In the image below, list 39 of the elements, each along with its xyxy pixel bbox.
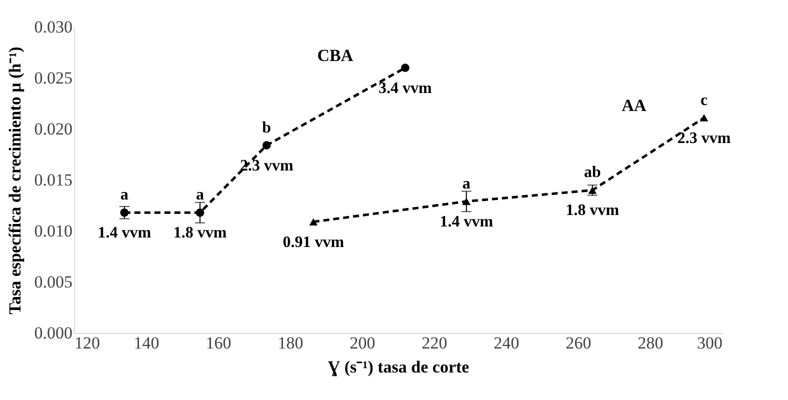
annotation: 3.4 vvm [378,80,433,97]
y-axis-title: Tasa específica de crecimiento μ (h⁻¹) [5,46,24,314]
y-tick-label: 0.030 [34,18,72,36]
y-tick-label: 0.020 [34,120,72,138]
point [309,218,318,226]
x-tick-label: 300 [697,334,722,352]
annotation: 2.3 vvm [240,157,294,174]
annotation: 2.3 vvm [677,130,732,147]
annotation: 1.4 vvm [440,213,494,230]
x-tick-label: 180 [278,334,304,352]
x-tick-label: 240 [494,334,520,352]
point [401,64,410,72]
series-label: CBA [317,46,354,65]
y-tick-label: 0.010 [34,222,72,240]
y-tick-label: 0.000 [34,324,72,342]
annotation: 1.8 vvm [173,224,228,242]
annotation: b [262,119,272,136]
annotation: 1.8 vvm [566,202,620,220]
y-tick-label: 0.015 [34,170,72,190]
x-tick-label: 160 [206,334,232,352]
point [700,114,708,122]
x-tick-label: 120 [74,334,100,352]
annotation: a [462,175,470,192]
annotation: a [120,186,128,204]
annotation: ab [584,164,601,182]
x-tick-label: 260 [566,334,592,352]
y-tick-label: 0.025 [34,68,72,88]
annotation: a [196,186,204,204]
x-axis-title: Ɣ (s⁻¹) tasa de corte [328,358,470,376]
series-label: AA [622,96,647,115]
annotation: 1.4 vvm [98,224,152,242]
point [262,141,271,150]
x-tick-label: 280 [638,334,664,352]
annotation: c [700,92,708,109]
x-tick-label: 200 [350,334,376,352]
y-tick-label: 0.005 [34,272,72,292]
x-tick-label: 220 [422,334,448,352]
annotation: 0.91 vvm [282,234,345,251]
x-tick-label: 140 [134,334,160,352]
